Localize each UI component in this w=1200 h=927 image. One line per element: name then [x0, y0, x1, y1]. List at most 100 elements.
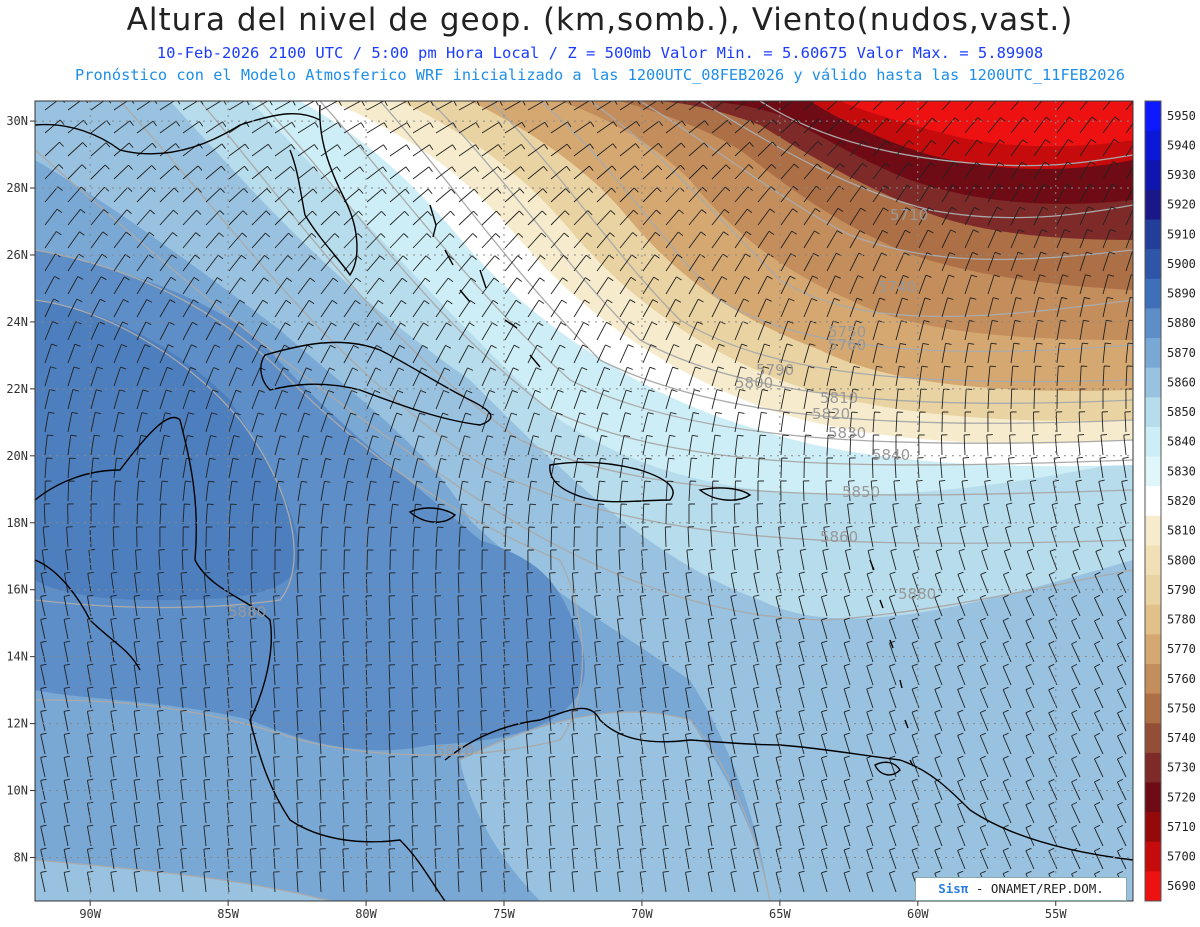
wind-barb: [133, 594, 141, 617]
wind-barb: [480, 825, 487, 847]
wind-barb: [249, 871, 257, 893]
wind-barb: [110, 617, 117, 640]
wind-barb: [964, 162, 982, 180]
wind-barb: [822, 548, 829, 571]
wind-barb: [320, 480, 331, 502]
wind-barb: [228, 526, 236, 548]
wind-barb: [40, 870, 47, 893]
wind-barb: [412, 166, 433, 180]
wind-barb: [319, 641, 326, 663]
lon-tick-label: 90W: [79, 907, 101, 921]
wind-barb: [1074, 502, 1081, 525]
wind-barb: [987, 319, 999, 341]
wind-barb: [504, 299, 522, 318]
wind-barb: [798, 571, 806, 594]
colorbar-label: 5750: [1167, 701, 1196, 715]
wind-barb: [481, 526, 490, 548]
colorbar-swatch: [1145, 486, 1161, 517]
wind-barb: [113, 187, 133, 203]
wind-barb: [937, 502, 945, 525]
wind-barb: [297, 300, 315, 318]
wind-barb: [1025, 847, 1035, 870]
wind-barb: [711, 503, 718, 525]
wind-barb: [1002, 732, 1012, 755]
wind-barb: [180, 663, 187, 686]
wind-barb: [366, 503, 376, 525]
wind-barb: [44, 276, 60, 295]
wind-barb: [296, 871, 303, 893]
wind-barb: [711, 389, 723, 410]
wind-barb: [866, 709, 874, 732]
wind-barb: [1033, 229, 1048, 249]
wind-barb: [849, 343, 861, 364]
wind-barb: [617, 709, 624, 732]
lon-tick-label: 55W: [1045, 907, 1067, 921]
wind-barb: [527, 480, 537, 502]
wind-barb: [665, 209, 684, 226]
wind-barb: [251, 166, 272, 180]
wind-barb: [1033, 251, 1047, 272]
wind-barb: [868, 525, 876, 548]
wind-barb: [688, 343, 703, 364]
wind-barb: [110, 801, 117, 824]
wind-barb: [987, 388, 995, 410]
wind-barb: [319, 710, 326, 732]
wind-barb: [940, 434, 948, 456]
wind-barb: [849, 365, 860, 387]
wind-barb: [1033, 161, 1050, 180]
wind-barb: [480, 664, 487, 686]
wind-barb: [594, 755, 601, 778]
wind-barb: [665, 457, 675, 479]
wind-barb: [843, 640, 851, 663]
wind-barb: [617, 755, 624, 778]
wind-barb: [205, 344, 221, 364]
wind-barb: [133, 778, 141, 801]
wind-barb: [205, 232, 224, 249]
wind-barb: [156, 640, 164, 663]
wind-barb: [843, 801, 851, 824]
wind-barb: [412, 233, 432, 249]
wind-barb: [525, 779, 533, 801]
wind-barb: [707, 686, 715, 709]
wind-barb: [798, 663, 805, 686]
wind-barb: [642, 231, 661, 249]
lon-tick-label: 80W: [355, 907, 377, 921]
wind-barb: [182, 277, 200, 295]
wind-barb: [67, 480, 75, 502]
wind-barb: [319, 848, 326, 870]
wind-barb: [1079, 365, 1088, 387]
wind-barb: [895, 365, 906, 387]
lat-tick-label: 10N: [6, 784, 28, 798]
wind-barb: [979, 640, 989, 663]
wind-barb: [504, 277, 522, 295]
wind-barb: [226, 641, 234, 663]
wind-barb: [297, 144, 319, 157]
wind-barb: [1125, 296, 1133, 318]
wind-barb: [662, 686, 669, 709]
wind-barb: [798, 686, 805, 709]
wind-barb: [228, 480, 238, 502]
wind-barb: [1010, 229, 1025, 249]
wind-barb: [639, 640, 647, 663]
wind-barb: [1094, 709, 1104, 732]
wind-barb: [640, 572, 647, 594]
wind-barb: [435, 390, 450, 410]
wind-barb: [918, 184, 936, 203]
wind-barb: [342, 595, 349, 617]
wind-barb: [504, 503, 514, 525]
wind-barb: [1005, 502, 1013, 525]
wind-barb: [1096, 525, 1104, 548]
wind-barb: [1079, 101, 1089, 111]
colorbar-label: 5780: [1167, 613, 1196, 627]
wind-barb: [1053, 456, 1061, 479]
wind-barb: [911, 617, 920, 640]
colorbar-swatch: [1145, 545, 1161, 576]
wind-barb: [662, 847, 669, 870]
wind-barb: [67, 366, 80, 387]
wind-barb: [934, 709, 943, 732]
wind-barb: [548, 595, 556, 617]
wind-barb: [249, 664, 257, 686]
wind-barb: [182, 165, 203, 180]
wind-barb: [504, 389, 519, 410]
